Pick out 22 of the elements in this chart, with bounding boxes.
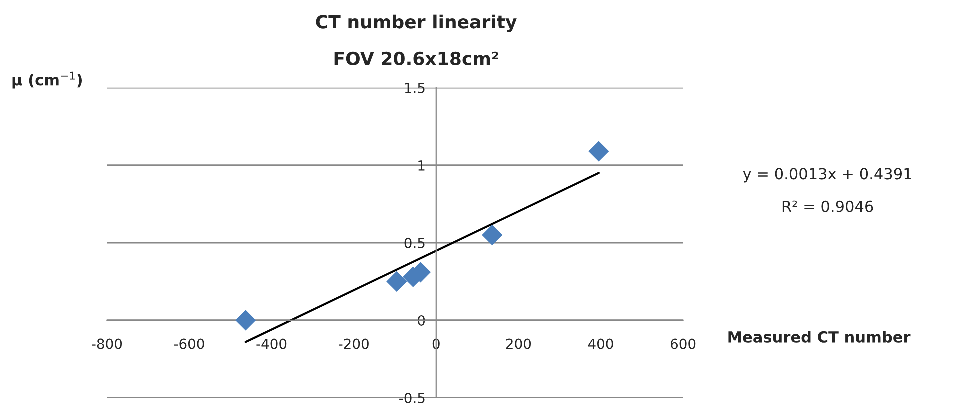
x-tick-label: -600	[174, 338, 204, 350]
x-tick-label: -200	[339, 338, 369, 350]
text: y = 0.0013x + 0.4391	[743, 168, 912, 183]
x-tick-label: 400	[588, 338, 614, 350]
y-axis-title: μ (cm$^{−1}$)	[12, 72, 82, 89]
text: R² = 0.9046	[782, 200, 874, 212]
point	[386, 271, 408, 292]
chart-subtitle: FOV 20.6x18cm²	[334, 52, 498, 66]
y-tick-label: -0.5	[400, 392, 425, 404]
x-tick-label: 0	[432, 338, 440, 350]
y-tick-label: 0.5	[404, 238, 425, 248]
y-tick-label: 1	[418, 160, 425, 171]
x-axis-title: Measured CT number	[728, 331, 911, 343]
point	[236, 310, 256, 331]
y-tick-label: 1.5	[405, 83, 425, 94]
x-tick-label: 600	[671, 338, 696, 350]
point	[588, 141, 610, 162]
x-tick-label: -800	[92, 338, 122, 350]
point	[482, 224, 503, 246]
x-tick-label: -400	[256, 338, 287, 350]
chart-title: CT number linearity	[316, 14, 517, 32]
x-tick-label: 200	[506, 338, 532, 350]
